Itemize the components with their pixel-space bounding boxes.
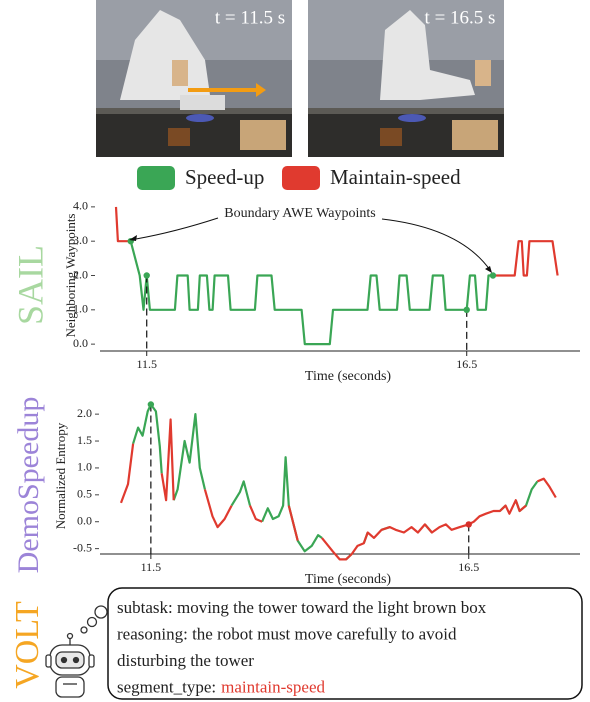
waypoint [464,307,470,313]
annotation-arrow [485,266,492,273]
legend-swatch [282,166,320,190]
x-tick-label: 11.5 [136,357,157,371]
legend-swatch [137,166,175,190]
y-tick-label: 0.5 [77,487,92,501]
y-axis-label: Normalized Entropy [53,422,68,529]
series-line [121,420,556,560]
x-tick-label: 16.5 [458,560,479,574]
annotation-arrow [382,219,490,270]
waypoint [148,401,154,407]
x-axis-label: Time (seconds) [305,572,392,587]
y-tick-label: 4.0 [73,199,88,213]
method-label: VOLT [9,601,46,689]
method-label: DemoSpeedup [12,397,45,574]
annotation-arrow [129,235,137,241]
annotation-arrow [136,218,218,239]
x-tick-label: 11.5 [141,560,162,574]
y-tick-label: 1.0 [73,302,88,316]
segment-line: segment_type: maintain-speed [117,677,326,696]
y-tick-label: 2.0 [73,267,88,281]
reasoning-line: disturbing the tower [117,651,254,670]
robot-icon [46,606,107,697]
reasoning-line: reasoning: the robot must move carefully… [117,624,457,643]
segment-value: maintain-speed [221,677,325,696]
y-tick-label: 0.0 [77,513,92,527]
photo-label: t = 16.5 s [425,7,496,28]
y-tick-label: 1.5 [77,433,92,447]
series-line [131,241,493,344]
y-tick-label: 2.0 [77,406,92,420]
reasoning-line: subtask: moving the tower toward the lig… [117,598,487,617]
annotation: Boundary AWE Waypoints [224,206,375,221]
waypoint [490,272,496,278]
y-tick-label: 0.0 [73,336,88,350]
waypoint [144,272,150,278]
legend-label: Maintain-speed [330,165,461,189]
page: t = 11.5 s t = 16.5 s Speed-up Maintain-s… [0,0,590,702]
x-axis-label: Time (seconds) [305,369,392,384]
legend-label: Speed-up [185,165,264,189]
y-tick-label: 1.0 [77,460,92,474]
x-tick-label: 16.5 [456,357,477,371]
photo-label: t = 11.5 s [215,7,285,28]
waypoint [466,521,472,527]
figure: t = 11.5 s t = 16.5 s Speed-up Maintain-s… [0,0,590,702]
y-tick-label: -0.5 [73,540,92,554]
y-tick-label: 3.0 [73,233,88,247]
method-label: SAIL [10,245,50,325]
series-line [133,405,537,560]
segment-key: segment_type: [117,677,216,696]
